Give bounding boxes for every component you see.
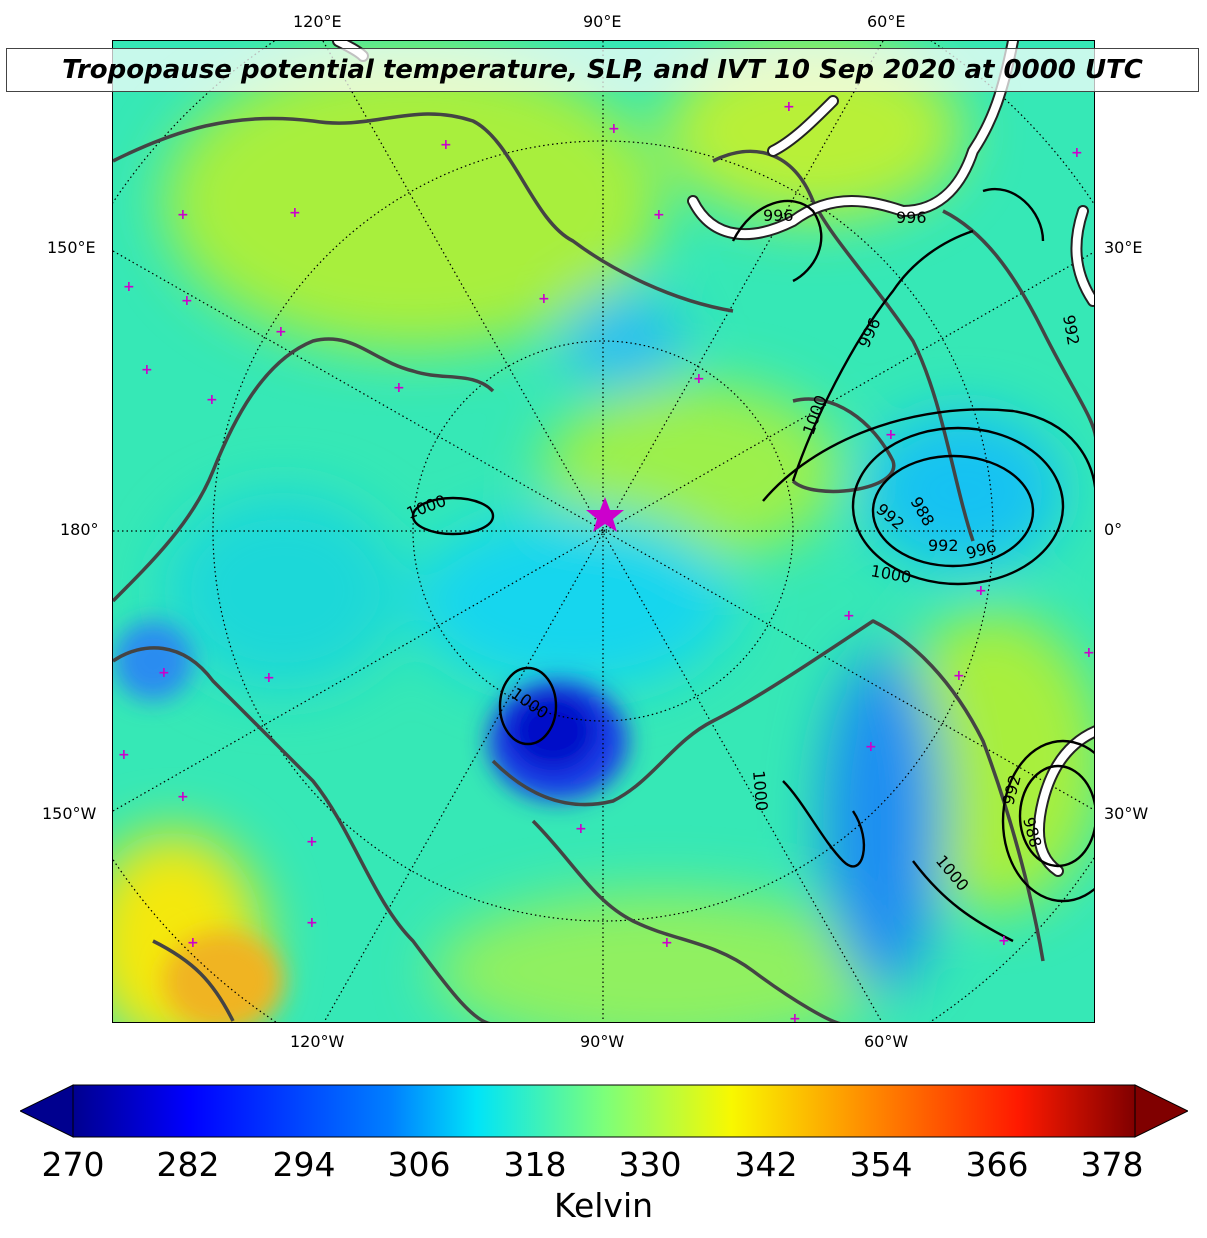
station-marker: + bbox=[187, 935, 199, 951]
station-marker: + bbox=[177, 789, 189, 805]
isobar-label: 1000 bbox=[749, 770, 771, 812]
lon-label-left: 150°E bbox=[47, 238, 96, 257]
station-marker: + bbox=[206, 392, 218, 408]
lon-label-left: 150°W bbox=[42, 804, 97, 823]
station-marker: + bbox=[843, 608, 855, 624]
station-marker: + bbox=[575, 821, 587, 837]
colorbar-svg bbox=[18, 1084, 1190, 1138]
title-box: Tropopause potential temperature, SLP, a… bbox=[6, 48, 1199, 92]
colorbar-unit-label: Kelvin bbox=[553, 1186, 654, 1225]
lon-label-bottom: 90°W bbox=[580, 1032, 625, 1051]
station-marker: + bbox=[177, 207, 189, 223]
colorbar bbox=[18, 1083, 1190, 1139]
colorbar-extend-low bbox=[18, 1084, 74, 1138]
lon-label-top: 60°E bbox=[867, 12, 906, 31]
station-marker: + bbox=[661, 935, 673, 951]
colorbar-tick: 270 bbox=[41, 1145, 105, 1184]
colorbar-tick: 294 bbox=[272, 1145, 336, 1184]
station-marker: + bbox=[440, 137, 452, 153]
coastlines bbox=[113, 112, 1094, 1022]
colorbar-ticks: 270 282 294 306 318 330 342 354 366 378 bbox=[0, 1145, 1207, 1185]
map-canvas: 996 996 996 1000 992 988 992 996 1000 10… bbox=[113, 41, 1095, 1023]
station-marker: + bbox=[118, 747, 130, 763]
station-marker: + bbox=[693, 371, 705, 387]
lon-label-left: 180° bbox=[60, 520, 99, 539]
station-marker: + bbox=[123, 279, 135, 295]
colorbar-tick: 318 bbox=[503, 1145, 567, 1184]
colorbar-tick: 306 bbox=[387, 1145, 451, 1184]
station-marker: + bbox=[141, 362, 153, 378]
colorbar-tick: 366 bbox=[965, 1145, 1029, 1184]
colorbar-tick: 282 bbox=[156, 1145, 220, 1184]
station-marker: + bbox=[608, 121, 620, 137]
station-marker: + bbox=[998, 933, 1010, 949]
isobar-label: 996 bbox=[896, 208, 927, 227]
cold-pool bbox=[113, 621, 628, 1022]
station-marker: + bbox=[263, 670, 275, 686]
station-marker: + bbox=[975, 583, 987, 599]
lon-label-right: 0° bbox=[1104, 520, 1123, 539]
colorbar-tick: 378 bbox=[1080, 1145, 1144, 1184]
colorbar-extend-high bbox=[1134, 1084, 1190, 1138]
star-marker bbox=[586, 497, 624, 532]
station-marker: + bbox=[885, 427, 897, 443]
station-marker: + bbox=[1083, 645, 1095, 661]
station-marker: + bbox=[1071, 145, 1083, 161]
map-title: Tropopause potential temperature, SLP, a… bbox=[62, 55, 1143, 85]
station-marker: + bbox=[789, 1011, 801, 1023]
isobars bbox=[411, 188, 1094, 943]
station-marker: + bbox=[653, 207, 665, 223]
lon-label-bottom: 60°W bbox=[864, 1032, 909, 1051]
station-marker: + bbox=[289, 205, 301, 221]
graticule bbox=[113, 41, 1094, 1022]
colorbar-gradient bbox=[72, 1084, 1136, 1138]
lon-label-right: 30°E bbox=[1104, 238, 1143, 257]
isobar-label: 996 bbox=[763, 206, 794, 225]
station-marker: + bbox=[538, 291, 550, 307]
lon-label-top: 90°E bbox=[583, 12, 622, 31]
isobar-label: 992 bbox=[928, 536, 959, 555]
station-marker: + bbox=[865, 739, 877, 755]
station-marker: + bbox=[783, 99, 795, 115]
lon-label-bottom: 120°W bbox=[290, 1032, 345, 1051]
station-marker: + bbox=[393, 380, 405, 396]
station-marker: + bbox=[306, 915, 318, 931]
station-marker: + bbox=[158, 665, 170, 681]
colorbar-tick: 354 bbox=[849, 1145, 913, 1184]
colorbar-tick: 342 bbox=[734, 1145, 798, 1184]
station-markers: + + + + + + + + + + + + + + + + + + + + … bbox=[118, 99, 1095, 1023]
lon-label-top: 120°E bbox=[293, 12, 342, 31]
station-marker: + bbox=[181, 293, 193, 309]
station-marker: + bbox=[953, 668, 965, 684]
map-panel: 996 996 996 1000 992 988 992 996 1000 10… bbox=[112, 40, 1095, 1023]
lon-label-right: 30°W bbox=[1104, 804, 1149, 823]
station-marker: + bbox=[306, 834, 318, 850]
colorbar-tick: 330 bbox=[618, 1145, 682, 1184]
station-marker: + bbox=[275, 324, 287, 340]
